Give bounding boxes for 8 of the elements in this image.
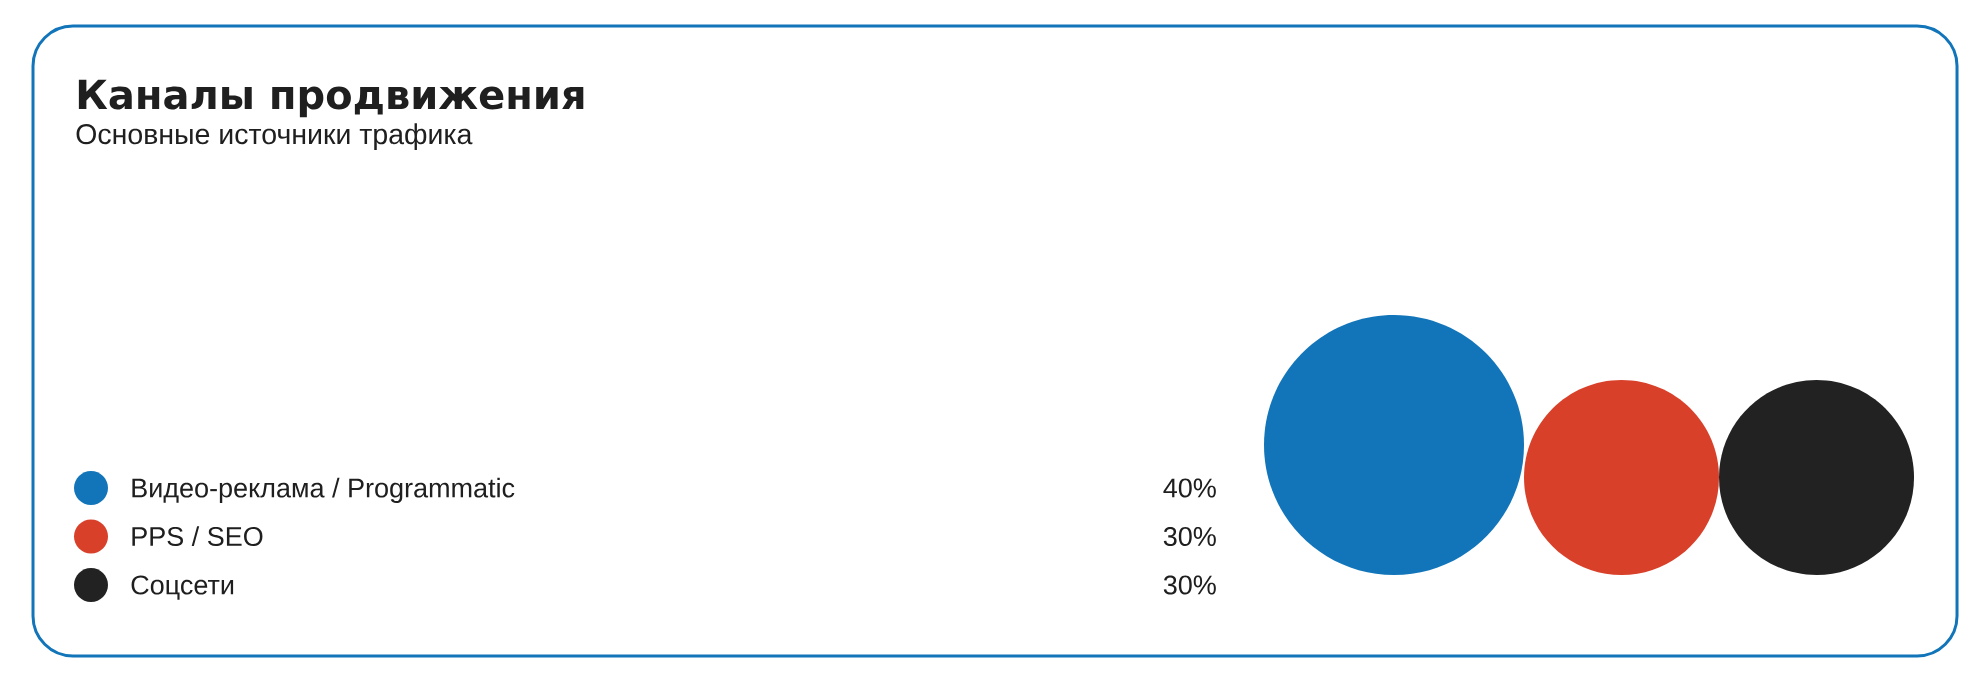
- category-label: PPS / SEO: [132, 526, 263, 547]
- data-label: 30%: [1163, 526, 1216, 547]
- data-label: 40%: [1163, 478, 1216, 498]
- text: Основные источники трафика: [76, 123, 473, 150]
- category-label: Соцсети: [131, 575, 234, 600]
- data-label: 30%: [1163, 575, 1216, 595]
- text: Каналы продвижения: [78, 79, 584, 118]
- category-label: Видео-реклама / Programmatic: [132, 477, 515, 503]
